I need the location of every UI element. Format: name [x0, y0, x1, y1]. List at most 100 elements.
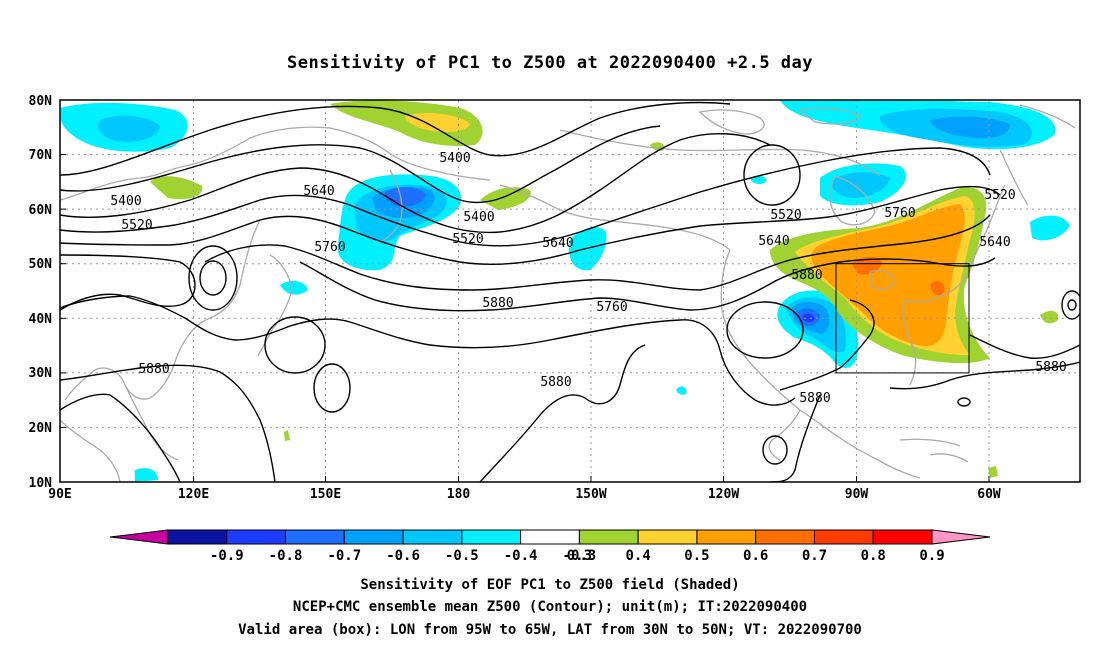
- contour-label: 5400: [439, 151, 470, 166]
- colorbar-segment: [167, 529, 228, 545]
- lat-label: 60N: [29, 203, 53, 218]
- contour-labels: 5400 5400 5400 5520 5520 5520 5520 5640 …: [110, 151, 1066, 406]
- contour-label: 5520: [770, 208, 801, 223]
- contour-label: 5520: [121, 218, 152, 233]
- coastline-great-lakes: [869, 269, 896, 291]
- map-frame: [59, 99, 1081, 483]
- contour-line: [1067, 299, 1077, 311]
- negative-region: [280, 280, 308, 295]
- colorbar-segment: [696, 529, 757, 545]
- contour-label: 5520: [452, 232, 483, 247]
- colorbar-segment: [461, 529, 522, 545]
- contour-line: [264, 316, 326, 374]
- axis-ticks: [59, 99, 990, 483]
- positive-region: [988, 466, 998, 478]
- contour-line: [969, 334, 1080, 359]
- contour-line: [762, 435, 788, 465]
- latitude-labels: 80N 70N 60N 50N 40N 30N 20N 10N: [29, 94, 53, 491]
- contour-line: [957, 397, 971, 407]
- contour-label: 5880: [138, 362, 169, 377]
- colorbar-label: -0.3: [563, 548, 597, 564]
- contour-line: [199, 260, 227, 296]
- coastline-asia: [60, 126, 491, 482]
- lon-label: 120W: [708, 487, 739, 502]
- lon-label: 120E: [178, 487, 209, 502]
- colorbar-right-arrow: [931, 529, 991, 545]
- contour-line: [60, 147, 991, 247]
- contour-label: 5760: [596, 300, 627, 315]
- contour-label: 5880: [482, 296, 513, 311]
- negative-region: [1030, 215, 1070, 241]
- colorbar-label: -0.7: [327, 548, 361, 564]
- valid-area-box: [835, 263, 970, 374]
- contour-label: 5640: [542, 236, 573, 251]
- negative-region: [831, 172, 890, 198]
- lon-label: 60W: [977, 487, 1001, 502]
- colorbar-label: 0.7: [802, 548, 827, 564]
- lon-label: 150E: [310, 487, 341, 502]
- contour-label: 5880: [1035, 360, 1066, 375]
- contour-label: 5880: [540, 375, 571, 390]
- footer-line-1: Sensitivity of EOF PC1 to Z500 field (Sh…: [360, 577, 739, 593]
- colorbar-label: 0.9: [919, 548, 944, 564]
- negative-region: [803, 313, 815, 322]
- colorbar-segment: [343, 529, 404, 545]
- colorbar: -0.9 -0.8 -0.7 -0.6 -0.5 -0.4 -0.30.3 0.4 0.5 0.6…: [109, 529, 991, 564]
- contour-label: 5760: [884, 206, 915, 221]
- footer-line-3: Valid area (box): LON from 95W to 65W, L…: [238, 622, 862, 638]
- colorbar-left-arrow: [109, 529, 169, 545]
- negative-region: [676, 386, 687, 395]
- colorbar-segment: [402, 529, 463, 545]
- contour-line: [743, 144, 801, 206]
- coastline-kamchatka: [379, 169, 403, 243]
- contour-label: 5640: [303, 184, 334, 199]
- lat-label: 40N: [29, 312, 53, 327]
- contour-line: [204, 214, 991, 291]
- contour-line: [313, 363, 351, 413]
- map-title: Sensitivity of PC1 to Z500 at 2022090400…: [287, 53, 813, 73]
- positive-region: [284, 430, 290, 441]
- contour-label: 5400: [463, 210, 494, 225]
- contour-line: [60, 101, 731, 176]
- contour-label: 5880: [791, 268, 822, 283]
- lat-label: 20N: [29, 421, 53, 436]
- coastline-arctic-islands: [698, 107, 861, 135]
- colorbar-segment: [872, 529, 933, 545]
- contour-line: [60, 125, 661, 204]
- colorbar-label: -0.8: [269, 548, 303, 564]
- positive-region: [930, 281, 945, 296]
- positive-region: [811, 204, 965, 346]
- lat-label: 70N: [29, 148, 53, 163]
- lat-label: 80N: [29, 94, 53, 109]
- lat-label: 30N: [29, 366, 53, 381]
- colorbar-segment: [285, 529, 345, 545]
- lat-label: 10N: [29, 476, 53, 491]
- colorbar-label: 0.5: [684, 548, 709, 564]
- contour-line: [889, 361, 1080, 390]
- contour-line: [60, 185, 1001, 266]
- colorbar-label: -0.4: [504, 548, 538, 564]
- lon-label: 180: [447, 487, 471, 502]
- positive-region: [480, 187, 531, 210]
- coastline-north-america: [559, 129, 1006, 479]
- map-area: 5400 5400 5400 5520 5520 5520 5520 5640 …: [60, 100, 1080, 482]
- colorbar-segment: [755, 529, 815, 545]
- lon-label: 90W: [845, 487, 869, 502]
- negative-region: [750, 175, 767, 185]
- contour-line: [779, 299, 875, 391]
- negative-region: [930, 116, 1011, 139]
- contour-line: [188, 245, 238, 311]
- footer-line-2: NCEP+CMC ensemble mean Z500 (Contour); u…: [293, 599, 807, 615]
- coastline-alaska: [499, 184, 731, 251]
- lat-label: 50N: [29, 257, 53, 272]
- lon-label: 150W: [575, 487, 606, 502]
- longitude-labels: 90E 120E 150E 180 150W 120W 90W 60W: [48, 487, 1001, 502]
- colorbar-label: 0.4: [626, 548, 651, 564]
- contour-label: 5520: [984, 188, 1015, 203]
- colorbar-label: 0.6: [743, 548, 768, 564]
- contour-line: [479, 344, 646, 482]
- contour-label: 5400: [110, 194, 141, 209]
- colorbar-segment: [813, 529, 874, 545]
- colorbar-segment: [637, 529, 698, 545]
